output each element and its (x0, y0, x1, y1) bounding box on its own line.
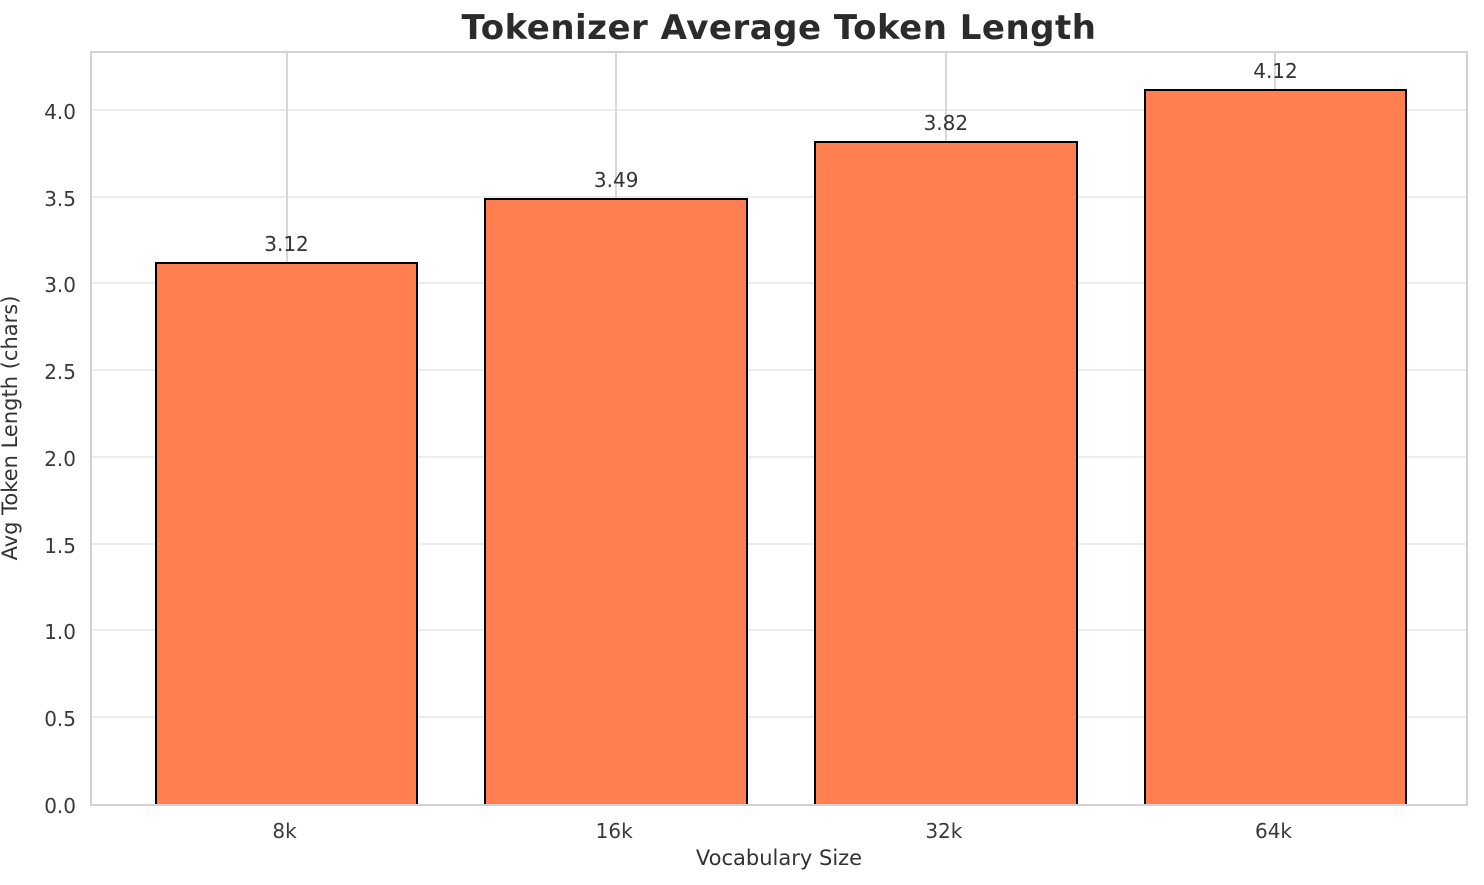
y-tick-label-3.0: 3.0 (44, 273, 76, 298)
y-tick-label-4.0: 4.0 (44, 99, 76, 124)
x-tick-label-64k: 64k (1254, 819, 1292, 843)
y-tick-label-2.5: 2.5 (44, 360, 76, 385)
plot-area: 3.12 3.49 3.82 4.12 (90, 51, 1468, 806)
bar-value-label-16k: 3.49 (593, 168, 639, 193)
x-tick-label-32k: 32k (925, 819, 963, 843)
y-tick-label-1.0: 1.0 (44, 620, 76, 645)
bar-64k (1143, 88, 1408, 804)
horizontal-gridline (92, 282, 1466, 285)
horizontal-gridline (92, 716, 1466, 719)
bar-8k (154, 262, 419, 804)
y-tick-label-2.0: 2.0 (44, 446, 76, 471)
y-tick-label-1.5: 1.5 (44, 533, 76, 558)
horizontal-gridline (92, 542, 1466, 545)
horizontal-gridline (92, 629, 1466, 632)
bar-value-label-8k: 3.12 (264, 232, 309, 257)
horizontal-gridline (92, 108, 1466, 111)
y-axis-label: Avg Token Length (chars) (0, 295, 22, 561)
bar-value-label-32k: 3.82 (923, 111, 969, 135)
x-axis-label: Vocabulary Size (695, 846, 863, 870)
chart-title: Tokenizer Average Token Length (461, 8, 1097, 48)
y-tick-label-3.5: 3.5 (44, 186, 76, 211)
bar-32k (813, 141, 1078, 804)
horizontal-gridline (92, 369, 1466, 372)
x-tick-label-8k: 8k (272, 819, 297, 843)
bar-16k (484, 198, 749, 804)
horizontal-gridline (92, 455, 1466, 458)
x-tick-label-16k: 16k (595, 819, 633, 843)
y-tick-label-0.0: 0.0 (44, 794, 76, 818)
y-tick-label-0.5: 0.5 (44, 707, 76, 732)
bar-value-label-64k: 4.12 (1253, 58, 1298, 83)
horizontal-gridline (92, 195, 1466, 198)
